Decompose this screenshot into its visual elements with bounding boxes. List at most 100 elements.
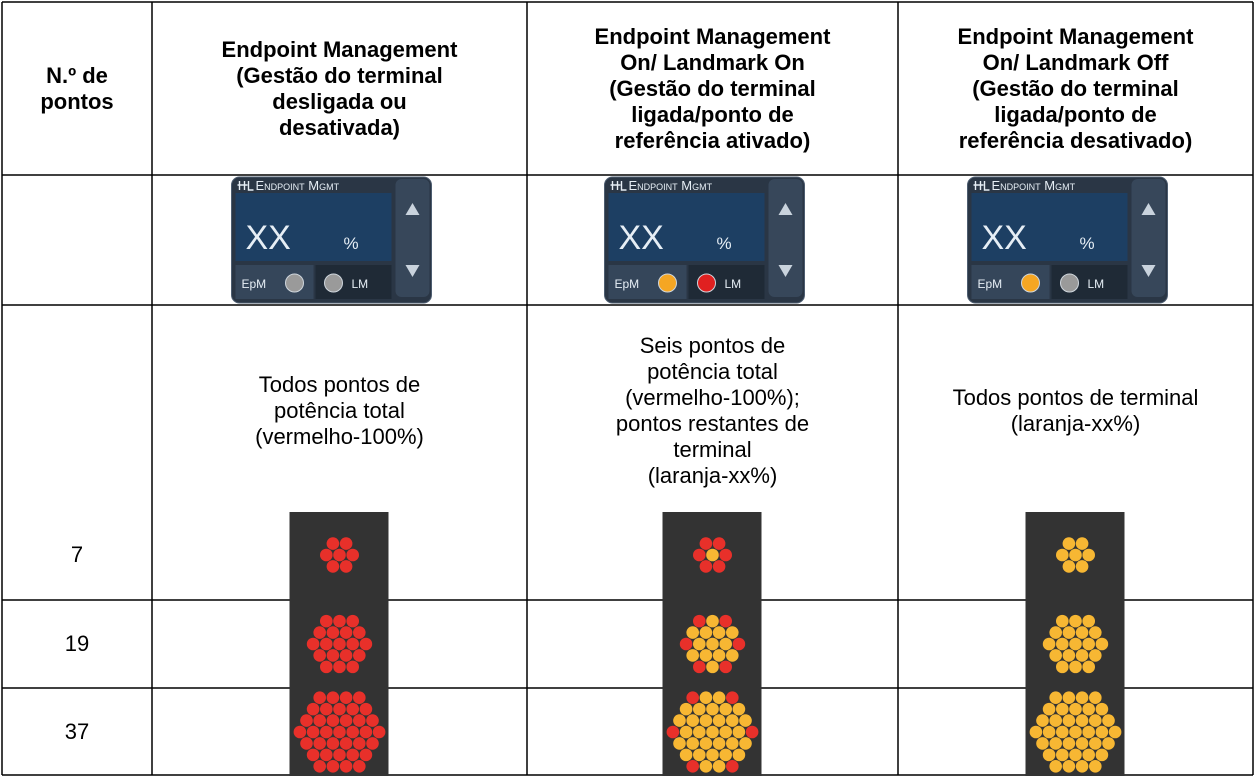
point-dot <box>320 660 333 674</box>
point-dot <box>313 737 327 750</box>
point-dot <box>326 691 340 705</box>
point-dot <box>1069 614 1082 628</box>
endpoint-widget: Endpoint Mgmt XX % EpM LM <box>967 176 1168 304</box>
epm-indicator <box>658 273 677 293</box>
point-dot <box>706 748 719 762</box>
point-dot <box>326 737 340 750</box>
arrow-up <box>405 203 420 215</box>
point-dot <box>1102 737 1115 750</box>
point-dot <box>1056 748 1069 762</box>
widget-title: Endpoint Mgmt <box>629 178 713 193</box>
widget-title: Endpoint Mgmt <box>256 178 340 193</box>
endpoint-widget: Endpoint Mgmt XX % EpM LM <box>604 176 805 304</box>
widget-unit: % <box>344 234 359 253</box>
point-dot <box>719 548 732 562</box>
point-dot <box>693 748 706 762</box>
point-dot <box>333 748 346 762</box>
point-dot <box>693 725 706 739</box>
point-dot <box>699 759 713 773</box>
point-dot <box>1049 626 1062 639</box>
point-dot <box>699 714 713 727</box>
point-count: 37 <box>64 719 90 744</box>
description: Seis pontos de potência total (vermelho-… <box>615 332 810 488</box>
point-dot <box>1075 537 1089 550</box>
point-dot <box>719 660 732 674</box>
point-dot <box>1062 714 1076 727</box>
point-dot <box>1089 737 1102 750</box>
point-dot <box>320 725 333 739</box>
point-dot <box>1062 626 1076 639</box>
point-dot <box>1095 637 1109 651</box>
widget-unit: % <box>717 234 732 253</box>
lm-indicator <box>697 273 716 293</box>
point-dot <box>359 725 373 739</box>
point-dot <box>699 626 713 639</box>
point-dot <box>320 548 333 562</box>
point-dot <box>712 759 726 773</box>
point-dot <box>1042 725 1056 739</box>
point-dot <box>679 725 693 739</box>
point-dot <box>372 725 386 739</box>
widget-value: XX <box>982 219 1027 257</box>
point-dot <box>1062 560 1076 573</box>
point-dot <box>353 737 366 750</box>
point-dot <box>1049 759 1062 773</box>
point-dot <box>693 660 706 674</box>
point-dot <box>1075 560 1089 573</box>
point-dot <box>1042 702 1056 716</box>
point-dot <box>1082 637 1095 651</box>
header-cell: Endpoint Management On/ Landmark On (Ges… <box>594 23 831 153</box>
point-dot <box>699 649 713 662</box>
point-dot <box>726 649 739 662</box>
point-dot <box>673 737 686 750</box>
lm-indicator <box>324 273 343 293</box>
point-dot <box>1069 725 1082 739</box>
point-dot <box>712 691 726 705</box>
description: Todos pontos de terminal (laranja-xx%) <box>952 384 1199 436</box>
point-dot <box>313 714 327 727</box>
point-dot <box>679 748 693 762</box>
point-dot <box>712 626 726 639</box>
point-dot <box>719 748 732 762</box>
point-dot <box>1056 702 1069 716</box>
point-dot <box>1089 626 1102 639</box>
value-box <box>971 193 1128 261</box>
point-dot <box>706 548 719 562</box>
point-dot <box>300 737 313 750</box>
point-dot <box>1036 737 1049 750</box>
point-dot <box>699 560 713 573</box>
point-dot <box>346 637 360 651</box>
point-dot <box>693 614 706 628</box>
point-dot <box>353 649 366 662</box>
point-dot <box>712 714 726 727</box>
point-dot <box>1056 614 1069 628</box>
point-dot <box>320 637 333 651</box>
point-dot <box>359 637 373 651</box>
point-dot <box>1108 725 1122 739</box>
widget-value: XX <box>619 219 664 257</box>
point-dot <box>339 691 353 705</box>
point-dot <box>306 702 320 716</box>
arrow-panel <box>768 179 803 297</box>
header-cell: Endpoint Management (Gestão do terminal … <box>221 36 458 140</box>
point-dot <box>326 759 340 773</box>
point-dot <box>1075 691 1089 705</box>
point-dot <box>1075 714 1089 727</box>
point-dot <box>1042 637 1056 651</box>
point-dot <box>353 759 366 773</box>
point-dot <box>1056 660 1069 674</box>
point-dot <box>1062 691 1076 705</box>
point-dot <box>726 737 739 750</box>
point-dot <box>359 748 373 762</box>
point-dot <box>333 702 346 716</box>
point-dot <box>1075 737 1089 750</box>
point-dot <box>1069 548 1082 562</box>
point-dot <box>346 702 360 716</box>
point-count: 7 <box>70 542 84 567</box>
point-dot <box>706 637 719 651</box>
point-dot <box>326 626 340 639</box>
point-dot <box>732 725 746 739</box>
point-dot <box>346 614 360 628</box>
